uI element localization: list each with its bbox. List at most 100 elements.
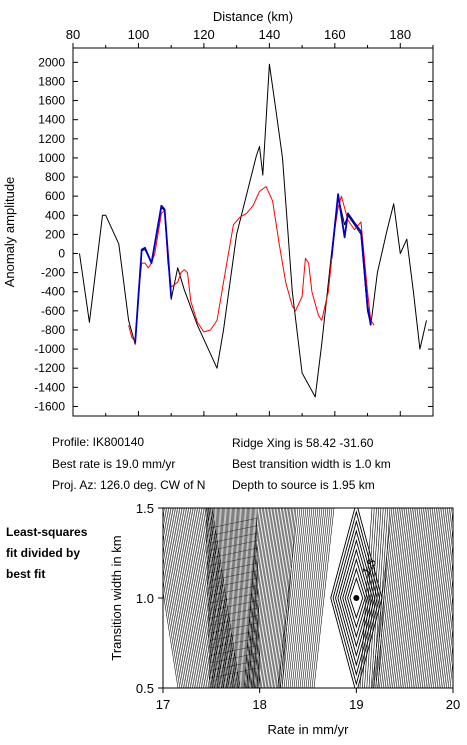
contour-line	[246, 508, 262, 688]
series-group	[79, 63, 427, 398]
contour-line	[245, 508, 260, 688]
contour-line	[208, 508, 213, 688]
contour-line	[384, 508, 406, 688]
contour-line	[240, 508, 246, 688]
y-tick-label: -1600	[34, 399, 65, 413]
contour-line	[408, 508, 430, 688]
contour-line	[438, 558, 453, 688]
contour-line	[218, 508, 223, 688]
contour-line	[291, 508, 313, 688]
contour-line	[164, 508, 193, 688]
contour-line	[214, 508, 219, 688]
contour-line	[307, 508, 329, 688]
contour-line	[261, 508, 276, 688]
x-tick-label: 180	[389, 27, 411, 42]
contour-line	[433, 508, 453, 688]
contour-line	[217, 508, 222, 688]
contour-line	[243, 508, 248, 688]
contour-ring	[347, 567, 366, 629]
contour-line	[235, 508, 241, 688]
contour-line	[209, 607, 259, 619]
contour-line	[359, 508, 373, 688]
contour-line	[209, 637, 259, 649]
contour-line	[420, 508, 441, 688]
contour-line	[295, 508, 317, 688]
contour-line	[223, 508, 228, 688]
contour-line	[207, 508, 212, 688]
y-tick-label: -600	[41, 304, 65, 318]
x-tick-label: 160	[324, 27, 346, 42]
contour-line	[209, 667, 259, 679]
contour-line	[381, 508, 402, 688]
contour-line	[283, 508, 305, 688]
contour-line	[281, 508, 303, 688]
y-tick-label: 1800	[38, 74, 65, 88]
contour-line	[255, 508, 270, 688]
contour-line	[264, 508, 279, 688]
contour-line	[177, 508, 206, 688]
contour-line	[209, 555, 259, 566]
contour-line	[277, 508, 299, 688]
contour-line	[209, 525, 259, 536]
contour-line	[394, 508, 415, 688]
contour-line	[392, 508, 413, 688]
contour-line	[222, 508, 227, 688]
contour-line	[186, 508, 215, 688]
contour-line	[209, 615, 259, 626]
y-tick-label-2: 1.0	[136, 591, 154, 606]
series-line-0	[79, 63, 427, 398]
y-tick-label: 400	[45, 208, 65, 222]
y-tick-label: -400	[41, 285, 65, 299]
contour-line	[361, 508, 375, 688]
contour-line	[244, 508, 249, 688]
contour-line	[425, 508, 447, 688]
contour-line	[285, 508, 307, 688]
x-tick-label: 120	[193, 27, 215, 42]
contour-line	[209, 508, 214, 688]
contour-line	[182, 508, 212, 688]
contour-line	[237, 508, 242, 688]
contour-line	[213, 508, 218, 688]
x-axis-ticks-2: 17 18 19 20	[156, 688, 460, 712]
y-tick-label-2: 1.5	[136, 501, 154, 516]
contour-line	[309, 508, 331, 688]
x-axis-ticks: 80 100 120 140 160 180	[66, 27, 434, 416]
contour-line	[178, 508, 208, 688]
x-tick-label-2: 19	[349, 697, 363, 712]
x-axis-label-2: Rate in mm/yr	[268, 722, 350, 737]
contour-line	[262, 508, 278, 688]
contour-line	[379, 508, 400, 688]
contour-line	[238, 508, 243, 688]
contour-line	[248, 508, 263, 688]
contour-line	[287, 508, 309, 688]
contour-line	[163, 589, 179, 688]
profile-text: Profile: IK800140	[52, 435, 144, 449]
contour-line	[364, 508, 377, 688]
contour-line	[189, 508, 219, 688]
y-tick-label: 1400	[38, 113, 65, 127]
contour-line	[166, 508, 195, 688]
contour-line	[382, 508, 404, 688]
width-text: Best transition width is 1.0 km	[232, 457, 391, 471]
contour-line	[427, 508, 448, 688]
contour-line	[412, 508, 434, 688]
contour-line	[386, 508, 408, 688]
contour-line	[227, 508, 232, 688]
depth-text: Depth to source is 1.95 km	[232, 478, 375, 492]
contour-line	[209, 660, 259, 671]
contour-line	[297, 508, 319, 688]
profile-plot: 80 100 120 140 160 180 -1600 -1400 -1200 -1000 -8…	[2, 9, 434, 417]
y-axis-label: Anomaly amplitude	[2, 177, 17, 288]
contour-line	[407, 508, 428, 688]
contour-line	[399, 508, 421, 688]
azimuth-text: Proj. Az: 126.0 deg. CW of N	[52, 478, 205, 492]
y-tick-label: 800	[45, 170, 65, 184]
info-block: Profile: IK800140 Ridge Xing is 58.42 -3…	[52, 435, 391, 492]
contour-line	[234, 508, 239, 688]
contour-line	[366, 508, 380, 688]
contour-ring	[344, 557, 369, 639]
contour-line	[209, 592, 259, 604]
contour-lines: 1.5	[163, 508, 453, 688]
contour-line	[209, 562, 259, 574]
